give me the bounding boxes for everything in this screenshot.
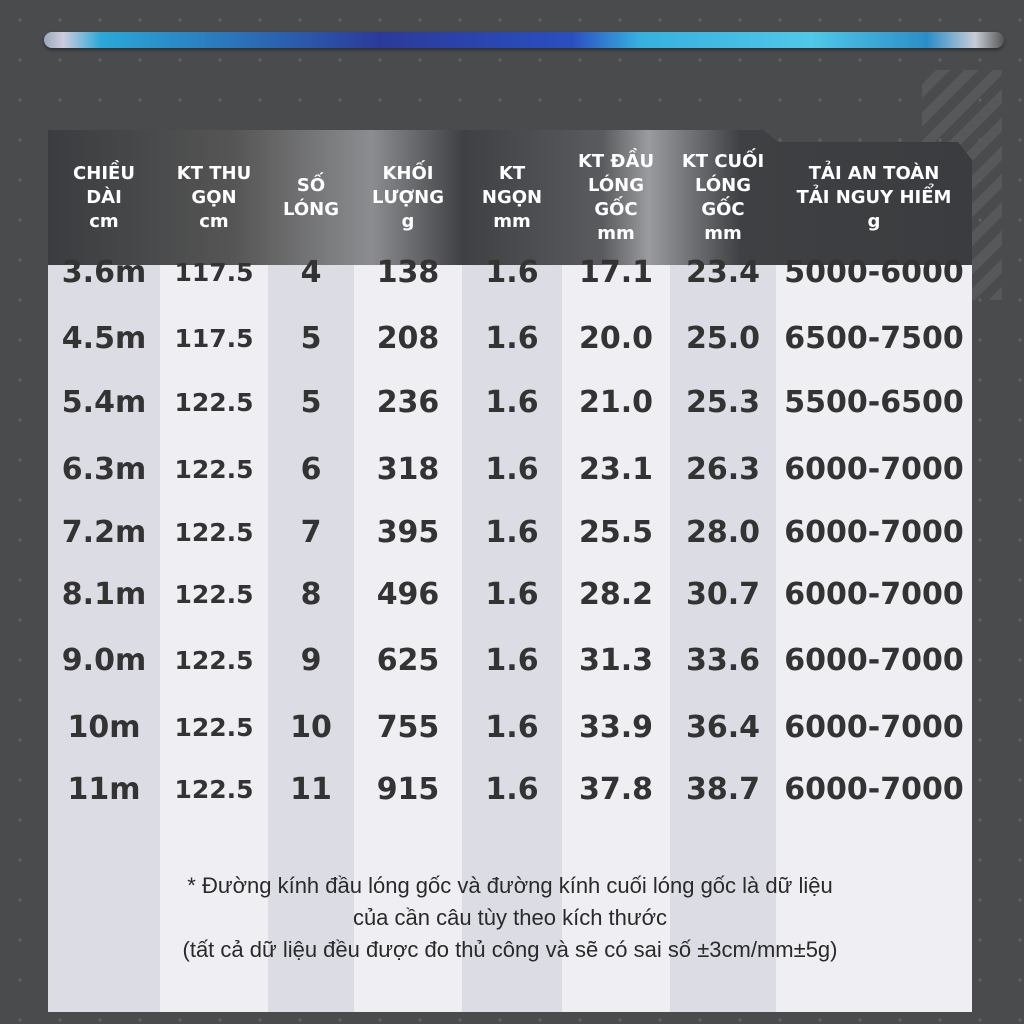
table-cell: 9.0m (61, 642, 147, 678)
table-cell: 1.6 (485, 709, 539, 745)
table-cell: 31.3 (578, 642, 654, 678)
column-header: KT CUỐI LÓNG GỐC mm (681, 150, 765, 244)
table-column-bg (562, 265, 670, 1012)
table-cell: 1.6 (485, 320, 539, 356)
table-cell: 11 (290, 771, 332, 807)
column-header: CHIỀU DÀI cm (73, 162, 135, 232)
table-body (48, 265, 972, 1012)
table-cell: 625 (376, 642, 440, 678)
table-cell: 10m (67, 709, 141, 745)
table-cell: 1.6 (485, 254, 539, 290)
table-cell: 138 (376, 254, 440, 290)
table-column-bg (48, 265, 160, 1012)
footnote-line: (tất cả dữ liệu đều được đo thủ công và … (182, 937, 838, 962)
table-cell: 17.1 (578, 254, 654, 290)
column-header: SỐ LÓNG (283, 174, 339, 220)
table-column-bg (160, 265, 268, 1012)
table-cell: 122.5 (174, 645, 254, 675)
table-cell: 6500-7500 (784, 320, 964, 356)
footnote-line: * Đường kính đầu lóng gốc và đường kính … (187, 873, 833, 898)
table-cell: 6000-7000 (784, 642, 964, 678)
table-header (48, 130, 972, 265)
table-cell: 1.6 (485, 451, 539, 487)
table-cell: 1.6 (485, 771, 539, 807)
table-cell: 1.6 (485, 576, 539, 612)
table-cell: 8 (300, 576, 322, 612)
table-column-bg (776, 265, 972, 1012)
table-cell: 7 (300, 514, 322, 550)
table-cell: 122.5 (174, 387, 254, 417)
footnote: * Đường kính đầu lóng gốc và đường kính … (48, 870, 972, 966)
table-cell: 496 (376, 576, 440, 612)
table-cell: 5000-6000 (784, 254, 964, 290)
table-cell: 37.8 (578, 771, 654, 807)
table-cell: 25.0 (685, 320, 761, 356)
table-cell: 9 (300, 642, 322, 678)
table-cell: 755 (376, 709, 440, 745)
table-cell: 6000-7000 (784, 709, 964, 745)
column-header: KHỐI LƯỢNG g (371, 162, 445, 232)
table-cell: 1.6 (485, 384, 539, 420)
table-cell: 20.0 (578, 320, 654, 356)
table-cell: 4.5m (61, 320, 147, 356)
table-cell: 1.6 (485, 642, 539, 678)
table-cell: 25.3 (685, 384, 761, 420)
table-cell: 122.5 (174, 517, 254, 547)
table-cell: 33.6 (685, 642, 761, 678)
table-cell: 318 (376, 451, 440, 487)
table-cell: 30.7 (685, 576, 761, 612)
table-cell: 23.1 (578, 451, 654, 487)
table-cell: 5 (300, 320, 322, 356)
table-cell: 10 (290, 709, 332, 745)
table-cell: 208 (376, 320, 440, 356)
table-cell: 28.2 (578, 576, 654, 612)
footnote-line: của cần câu tùy theo kích thước (352, 905, 668, 930)
table-cell: 21.0 (578, 384, 654, 420)
table-cell: 6000-7000 (784, 451, 964, 487)
table-cell: 6 (300, 451, 322, 487)
table-cell: 4 (300, 254, 322, 290)
table-cell: 6.3m (61, 451, 147, 487)
table-cell: 117.5 (174, 323, 254, 353)
table-cell: 5.4m (61, 384, 147, 420)
fishing-rod-image (44, 32, 1004, 48)
table-cell: 395 (376, 514, 440, 550)
table-cell: 122.5 (174, 579, 254, 609)
table-cell: 6000-7000 (784, 771, 964, 807)
table-cell: 8.1m (61, 576, 147, 612)
table-cell: 25.5 (578, 514, 654, 550)
table-cell: 5 (300, 384, 322, 420)
column-header: KT NGỌN mm (481, 162, 543, 232)
column-header: KT THU GỌN cm (176, 162, 252, 232)
table-cell: 38.7 (685, 771, 761, 807)
column-header: TẢI AN TOÀN TẢI NGUY HIỂM g (796, 162, 952, 232)
table-cell: 122.5 (174, 774, 254, 804)
table-cell: 36.4 (685, 709, 761, 745)
table-cell: 33.9 (578, 709, 654, 745)
table-cell: 117.5 (174, 257, 254, 287)
spec-table: * Đường kính đầu lóng gốc và đường kính … (48, 130, 972, 1012)
table-cell: 5500-6500 (784, 384, 964, 420)
table-cell: 23.4 (685, 254, 761, 290)
table-cell: 1.6 (485, 514, 539, 550)
column-header: KT ĐẦU LÓNG GỐC mm (577, 150, 655, 244)
table-cell: 26.3 (685, 451, 761, 487)
table-cell: 28.0 (685, 514, 761, 550)
table-cell: 7.2m (61, 514, 147, 550)
table-column-bg (268, 265, 354, 1012)
table-cell: 11m (67, 771, 141, 807)
table-cell: 915 (376, 771, 440, 807)
table-cell: 3.6m (61, 254, 147, 290)
table-cell: 122.5 (174, 712, 254, 742)
table-column-bg (354, 265, 462, 1012)
table-cell: 236 (376, 384, 440, 420)
table-column-bg (670, 265, 776, 1012)
table-column-bg (462, 265, 562, 1012)
table-cell: 6000-7000 (784, 514, 964, 550)
table-cell: 6000-7000 (784, 576, 964, 612)
table-cell: 122.5 (174, 454, 254, 484)
